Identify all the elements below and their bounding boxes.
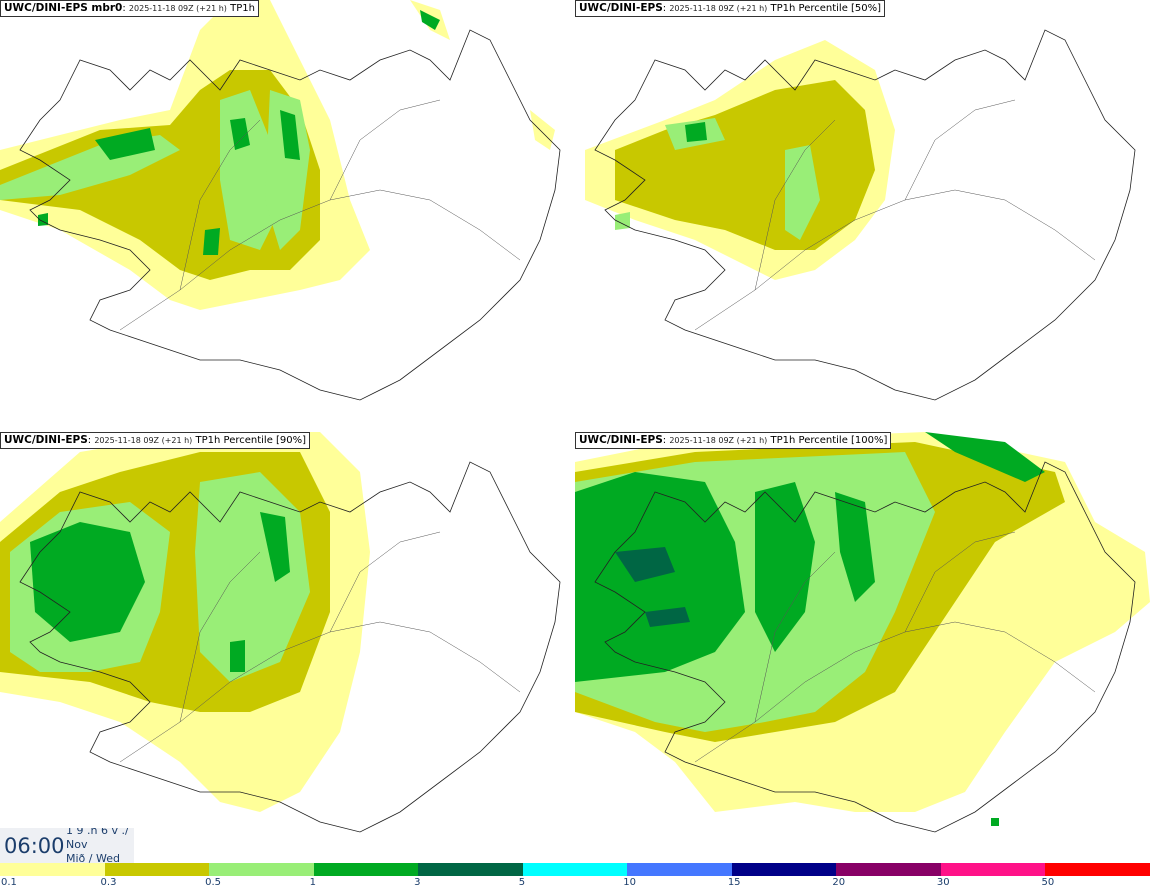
map-panel-p50: UWC/DINI-EPS: 2025-11-18 09Z (+21 h) TP1… <box>575 0 1150 432</box>
model-name: UWC/DINI-EPS <box>4 434 88 446</box>
model-name: UWC/DINI-EPS <box>579 434 663 446</box>
colorbar-tick-label: 0.5 <box>205 877 221 888</box>
run-time: 2025-11-18 09Z (+21 h) <box>94 436 193 445</box>
run-time: 2025-11-18 09Z (+21 h) <box>669 436 768 445</box>
map-panel-p100: UWC/DINI-EPS: 2025-11-18 09Z (+21 h) TP1… <box>575 432 1150 864</box>
precip-map <box>0 0 561 401</box>
colorbar-segment <box>209 863 315 876</box>
colorbar-tick-label: 5 <box>518 877 526 888</box>
panel-title: UWC/DINI-EPS mbr0: 2025-11-18 09Z (+21 h… <box>0 0 259 17</box>
coastline <box>594 29 1136 401</box>
colorbar-segment <box>836 863 942 876</box>
field-name: TP1h <box>230 3 255 14</box>
valid-date-line2: Nov <box>66 838 88 851</box>
colorbar-segment <box>104 863 211 876</box>
precip-shading <box>0 0 555 310</box>
roads <box>119 531 521 763</box>
precip-map <box>585 29 1136 401</box>
colorbar-tick-label: 0.3 <box>100 877 117 888</box>
roads <box>694 99 1096 331</box>
colorbar-tick-label: 1 <box>309 877 316 888</box>
colorbar-segment <box>418 863 524 876</box>
roads <box>119 99 521 331</box>
coastline <box>19 29 561 401</box>
coastline <box>594 461 1136 833</box>
colorbar-segment <box>313 863 420 876</box>
panel-title: UWC/DINI-EPS: 2025-11-18 09Z (+21 h) TP1… <box>575 0 886 17</box>
colorbar-tick-label: 15 <box>727 877 741 888</box>
valid-date-line3: Mið / Wed <box>66 852 120 863</box>
colorbar-tick-label: 3 <box>414 877 421 888</box>
roads <box>694 531 1096 763</box>
colorbar-segment <box>522 863 629 876</box>
run-time: 2025-11-18 09Z (+21 h) <box>669 4 768 13</box>
field-name: TP1h Percentile [100%] <box>770 435 888 446</box>
model-name: UWC/DINI-EPS mbr0 <box>4 2 123 14</box>
field-name: TP1h Percentile [90%] <box>195 435 307 446</box>
colorbar-tick-label: 10 <box>623 877 636 888</box>
precip-map <box>0 432 561 833</box>
precip-map <box>575 432 1150 833</box>
colorbar-segment <box>940 863 1047 876</box>
colorbar-segment <box>0 863 106 876</box>
map-panel-mbr0: UWC/DINI-EPS mbr0: 2025-11-18 09Z (+21 h… <box>0 0 575 432</box>
valid-time-clock: 06:00 <box>4 834 65 858</box>
precip-shading <box>575 432 1150 826</box>
panel-title: UWC/DINI-EPS: 2025-11-18 09Z (+21 h) TP1… <box>575 432 892 449</box>
coastline <box>19 461 561 833</box>
valid-time-box: 06:00 1 9 .n 6 v ./ Nov Mið / Wed <box>0 828 134 863</box>
run-time: 2025-11-18 09Z (+21 h) <box>128 4 227 13</box>
precip-shading <box>0 432 370 812</box>
colorbar-tick-label: 0.1 <box>1 877 17 888</box>
colorbar-segment <box>731 863 838 876</box>
field-name: TP1h Percentile [50%] <box>770 3 882 14</box>
colorbar-segment <box>627 863 733 876</box>
colorbar-tick-label: 50 <box>1041 877 1055 888</box>
colorbar-segment <box>1045 863 1150 876</box>
valid-date-line1: 1 9 .n 6 v ./ <box>66 828 129 837</box>
precip-shading <box>585 40 895 280</box>
map-panel-p90: UWC/DINI-EPS: 2025-11-18 09Z (+21 h) TP1… <box>0 432 575 864</box>
colorbar-tick-label: 30 <box>936 877 950 888</box>
model-name: UWC/DINI-EPS <box>579 2 663 14</box>
colorbar-tick-label: 20 <box>832 877 846 888</box>
colorbar <box>0 863 1150 876</box>
panel-title: UWC/DINI-EPS: 2025-11-18 09Z (+21 h) TP1… <box>0 432 311 449</box>
